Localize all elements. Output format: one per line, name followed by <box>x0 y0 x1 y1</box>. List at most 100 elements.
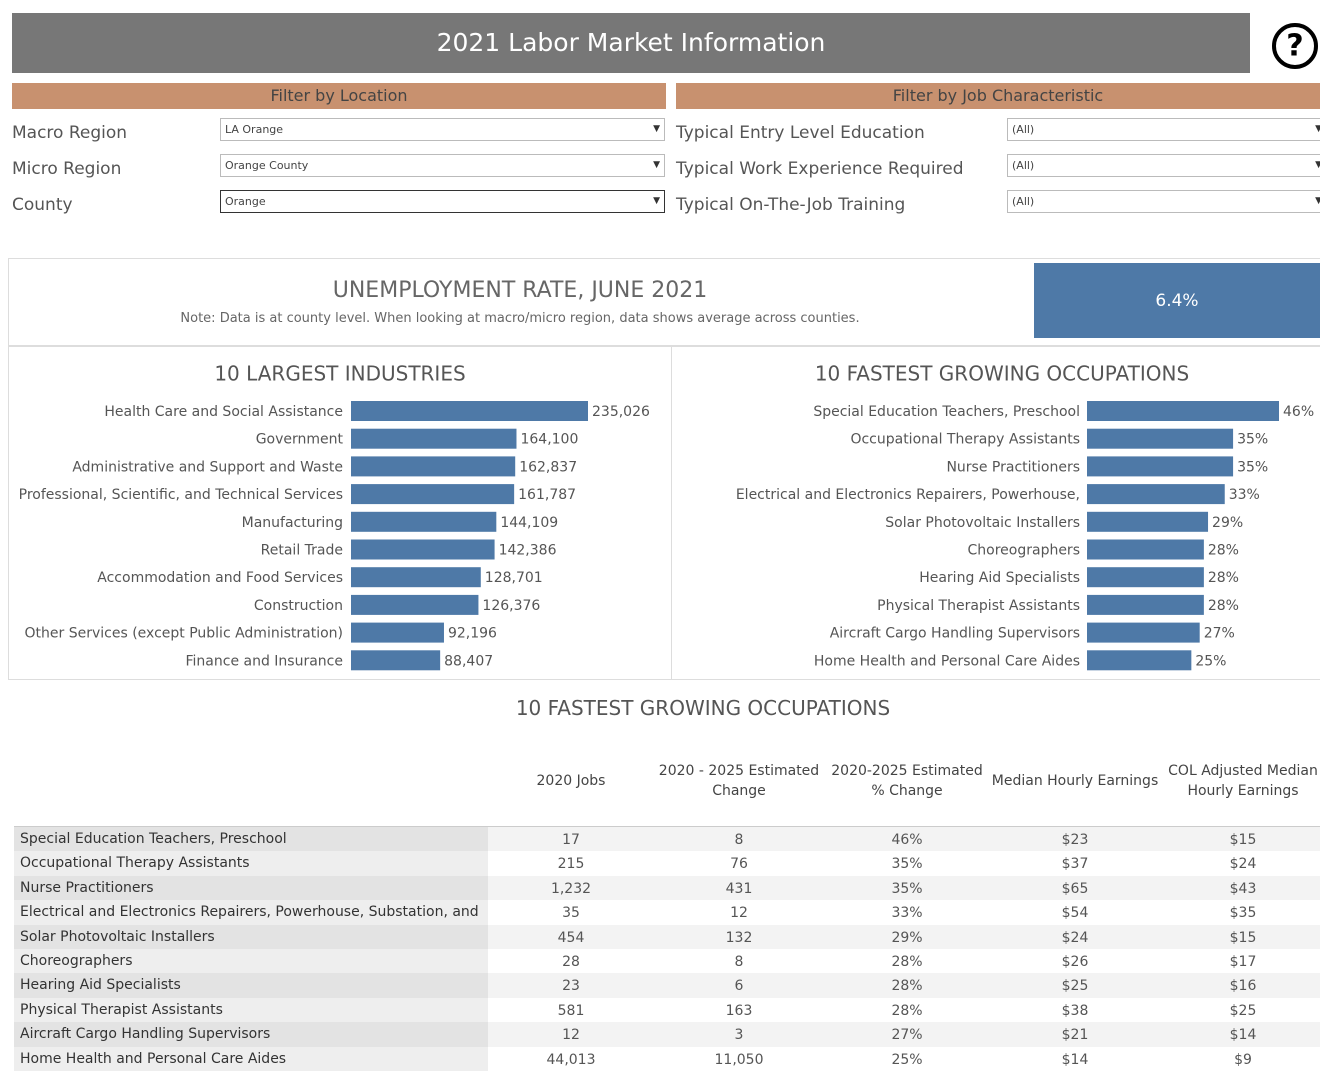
svg-text:?: ? <box>1286 29 1303 64</box>
value-label: 25% <box>1195 653 1226 669</box>
table-cell: $25 <box>1229 1002 1257 1019</box>
bar <box>1087 622 1200 643</box>
filter-label: Micro Region <box>12 159 122 179</box>
table-cell: $14 <box>1229 1027 1257 1044</box>
bar <box>1087 650 1192 671</box>
table-cell: 132 <box>725 929 753 946</box>
row-name: Special Education Teachers, Preschool <box>20 831 287 847</box>
bar <box>1087 539 1204 560</box>
category-label: Accommodation and Food Services <box>97 570 343 586</box>
row-name-cell <box>14 851 488 876</box>
table-cell: $24 <box>1229 856 1257 873</box>
category-label: Administrative and Support and Waste <box>72 459 343 475</box>
bar <box>351 428 517 449</box>
category-label: Hearing Aid Specialists <box>919 570 1080 586</box>
table-cell: 35% <box>891 856 923 873</box>
table-cell: 29% <box>891 929 923 946</box>
table-cell: 12 <box>730 905 748 922</box>
category-label: Professional, Scientific, and Technical … <box>19 487 343 503</box>
column-header: Median Hourly Earnings <box>991 773 1159 789</box>
table-cell: $15 <box>1229 832 1257 848</box>
table-cell: 454 <box>557 929 585 946</box>
category-label: Aircraft Cargo Handling Supervisors <box>830 626 1080 642</box>
dropdown-arrow: ▼ <box>1315 196 1320 206</box>
table-cell: 6 <box>734 978 744 995</box>
bar <box>351 511 497 532</box>
table-cell: 11,050 <box>714 1051 764 1068</box>
filter-label: County <box>12 195 73 215</box>
table-cell: $38 <box>1061 1002 1089 1019</box>
dropdown[interactable]: (All) ▼ <box>1007 190 1320 213</box>
row-name: Hearing Aid Specialists <box>20 977 181 994</box>
column-header: 2020 Jobs <box>536 773 606 789</box>
table-cell: $26 <box>1061 954 1089 970</box>
value-label: 27% <box>1204 626 1235 642</box>
row-name-cell <box>14 949 488 974</box>
category-label: Occupational Therapy Assistants <box>850 432 1080 448</box>
table-cell: 76 <box>730 856 748 873</box>
value-label: 28% <box>1208 598 1239 614</box>
row-name-cell <box>14 900 488 925</box>
dropdown[interactable]: Orange County ▼ <box>220 154 665 177</box>
value-label: 35% <box>1237 432 1268 448</box>
table-cell: 28% <box>891 954 923 970</box>
value-label: 128,701 <box>485 570 543 586</box>
value-label: 28% <box>1208 543 1239 559</box>
table-cell: 215 <box>557 856 585 873</box>
category-label: Health Care and Social Assistance <box>104 404 343 420</box>
table-cell: $15 <box>1229 929 1257 946</box>
bar <box>1087 594 1204 615</box>
dropdown[interactable]: Orange ▼ <box>220 190 665 213</box>
bar <box>351 567 481 588</box>
category-label: Government <box>256 432 344 448</box>
dropdown-arrow: ▼ <box>653 196 660 206</box>
value-label: 142,386 <box>499 543 557 559</box>
dropdown[interactable]: LA Orange ▼ <box>220 118 665 141</box>
bar <box>351 622 444 643</box>
table-cell: 28 <box>562 954 580 970</box>
filter-label: Typical Work Experience Required <box>676 159 964 179</box>
bar <box>351 401 588 421</box>
table-cell: $65 <box>1061 880 1089 897</box>
column-header: 2020-2025 Estimated % Change <box>831 763 983 799</box>
row-name-cell <box>14 875 488 901</box>
dropdown-arrow: ▼ <box>1315 124 1320 134</box>
dropdown[interactable]: (All) ▼ <box>1007 118 1320 141</box>
category-label: Other Services (except Public Administra… <box>25 626 343 642</box>
bar <box>1087 511 1209 532</box>
table-cell: $37 <box>1061 856 1089 873</box>
table-cell: $23 <box>1061 832 1089 848</box>
table-cell: 35 <box>562 905 580 922</box>
row-name-cell <box>14 997 488 1023</box>
value-label: 144,109 <box>500 515 558 531</box>
table-cell: 33% <box>891 905 923 922</box>
bar <box>351 456 516 477</box>
row-name: Nurse Practitioners <box>20 879 154 896</box>
chart-panel-right <box>671 346 1320 680</box>
table-cell: $24 <box>1061 929 1089 946</box>
dropdown[interactable]: (All) ▼ <box>1007 154 1320 177</box>
table-cell: 28% <box>891 978 923 995</box>
table-cell: $54 <box>1061 905 1089 922</box>
row-name: Home Health and Personal Care Aides <box>20 1050 287 1067</box>
help-icon[interactable]: ? <box>1270 21 1320 71</box>
table-cell: $14 <box>1061 1051 1089 1068</box>
table-cell: 23 <box>562 978 580 995</box>
table-cell: 8 <box>734 832 744 848</box>
row-name-cell <box>14 1046 488 1071</box>
value-label: 126,376 <box>482 598 540 614</box>
value-label: 46% <box>1283 404 1314 420</box>
row-name-cell <box>14 1022 488 1047</box>
category-label: Retail Trade <box>261 543 343 559</box>
bar <box>1087 484 1225 505</box>
table-cell: $35 <box>1229 905 1257 922</box>
table-title: 10 FASTEST GROWING OCCUPATIONS <box>515 696 891 720</box>
bar <box>351 650 441 671</box>
title-bar: 2021 Labor Market Information <box>12 13 1250 73</box>
chart-title: 10 LARGEST INDUSTRIES <box>214 362 465 386</box>
table-cell: 163 <box>725 1002 753 1019</box>
dropdown-arrow: ▼ <box>653 124 660 134</box>
table-cell: $25 <box>1061 978 1089 995</box>
category-label: Physical Therapist Assistants <box>877 598 1080 614</box>
